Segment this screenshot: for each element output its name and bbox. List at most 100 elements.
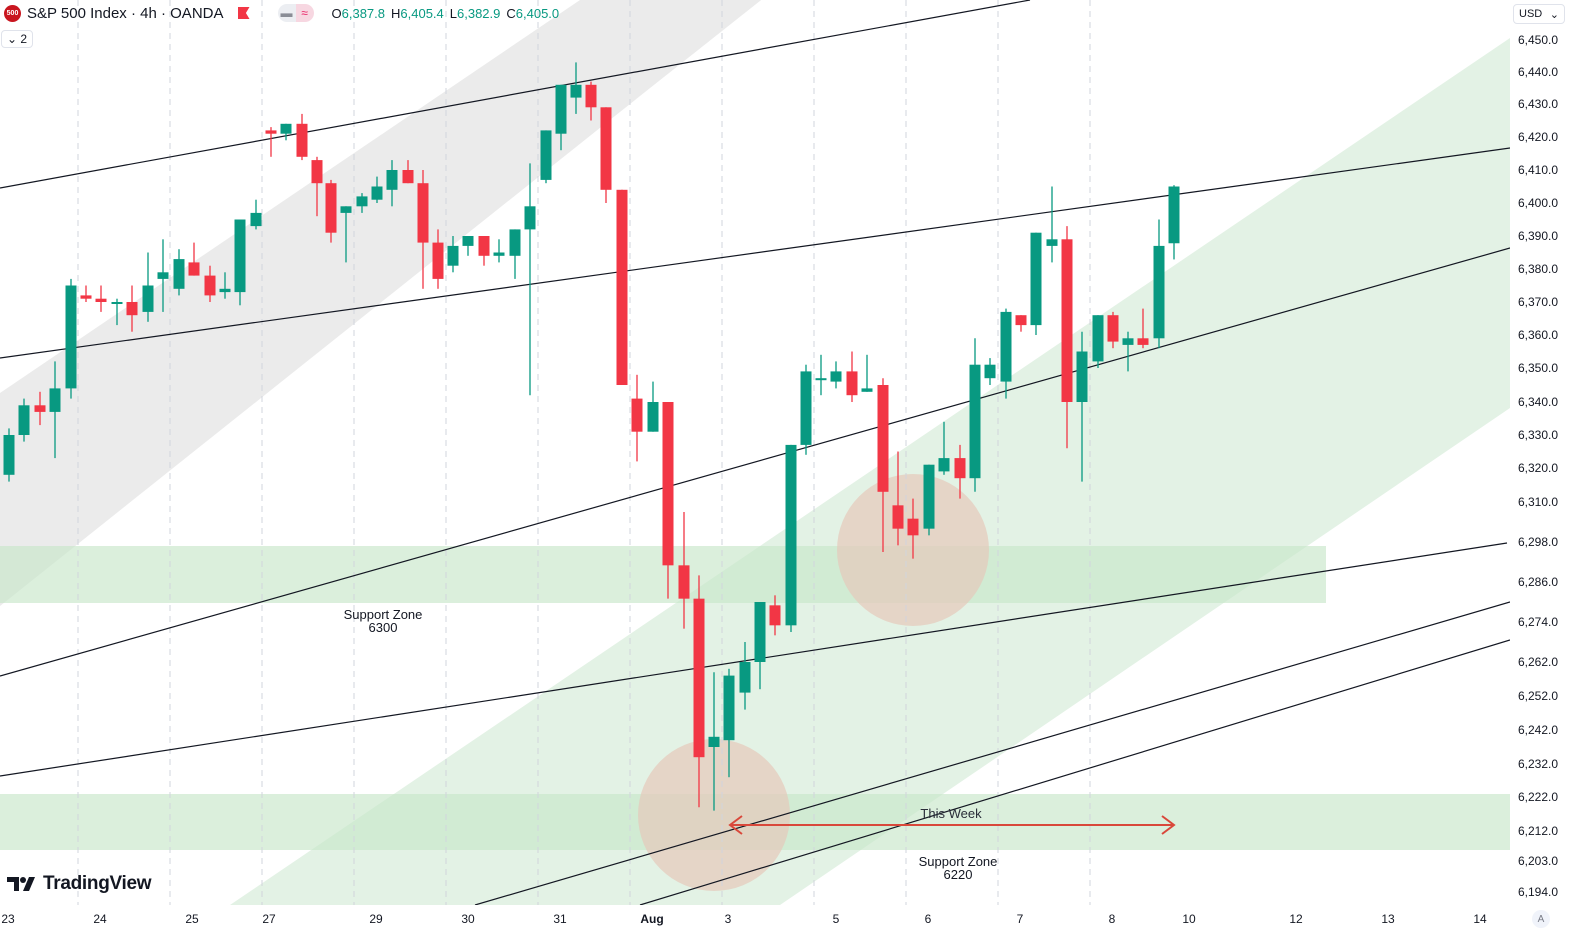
- candle-up: [1000, 311, 1012, 382]
- price-axis-label: 6,340.0: [1518, 395, 1559, 409]
- auto-scale-button[interactable]: A: [1532, 910, 1550, 928]
- candle-down: [1061, 239, 1073, 402]
- symbol-logo-icon: 500: [4, 4, 21, 22]
- candle-up: [969, 364, 981, 479]
- candle-down: [693, 598, 705, 758]
- low-label: L: [449, 5, 457, 21]
- candle-up: [493, 252, 505, 256]
- tradingview-logo-text: TradingView: [43, 873, 152, 894]
- chart-legend: 500 S&P 500 Index · 4h · OANDA ▬ ≈ O6,38…: [4, 4, 559, 22]
- price-axis-label: 6,242.0: [1518, 723, 1559, 737]
- price-axis-label: 6,262.0: [1518, 655, 1559, 669]
- time-axis-label: 5: [832, 912, 840, 926]
- support-zone-6300-label[interactable]: Support Zone 6300: [344, 608, 423, 634]
- high-value: 6,405.4: [400, 5, 444, 21]
- candle-up: [815, 378, 827, 381]
- approx-icon[interactable]: ≈: [295, 4, 314, 22]
- candle-up: [49, 388, 61, 412]
- tradingview-logo[interactable]: TradingView: [7, 873, 152, 895]
- price-axis-label: 6,232.0: [1518, 757, 1559, 771]
- candle-up: [65, 285, 77, 389]
- candle-down: [1107, 315, 1119, 342]
- support-zone-6220-label[interactable]: Support Zone 6220: [919, 855, 998, 881]
- price-axis-label: 6,430.0: [1518, 97, 1559, 111]
- candle-up: [708, 736, 720, 747]
- candle-down: [616, 189, 628, 385]
- candle-up: [524, 206, 536, 230]
- price-axis-label: 6,440.0: [1518, 65, 1559, 79]
- time-axis-label: 3: [724, 912, 732, 926]
- candle-up: [3, 435, 15, 475]
- time-axis-label: 29: [369, 912, 383, 926]
- candle-up: [157, 272, 169, 279]
- candle-down: [80, 295, 92, 299]
- ohlc-values: O6,387.8 H6,405.4 L6,382.9 C6,405.0: [332, 6, 560, 21]
- minus-icon[interactable]: ▬: [277, 4, 296, 22]
- trend-line: [0, 0, 1031, 189]
- candle-up: [1076, 351, 1088, 402]
- price-axis-label: 6,310.0: [1518, 495, 1559, 509]
- highlight-circle-low: [638, 739, 790, 891]
- candle-down: [907, 518, 919, 536]
- time-axis-label: 31: [553, 912, 567, 926]
- candle-up: [984, 364, 996, 379]
- candle-down: [662, 402, 674, 566]
- time-axis-label: 24: [93, 912, 107, 926]
- time-axis-label: 6: [924, 912, 932, 926]
- price-axis-label: 6,420.0: [1518, 130, 1559, 144]
- candle-up: [340, 206, 352, 213]
- candle-up: [509, 229, 521, 256]
- time-axis-label: 8: [1108, 912, 1116, 926]
- candle-up: [723, 675, 735, 741]
- candle-down: [402, 170, 414, 184]
- candle-down: [1137, 338, 1149, 345]
- candle-up: [1168, 186, 1180, 244]
- indicator-toggle[interactable]: ▬ ≈: [277, 4, 314, 22]
- candle-up: [111, 302, 123, 304]
- collapse-indicators-button[interactable]: ⌄ 2: [1, 30, 34, 48]
- candle-down: [311, 160, 323, 184]
- price-axis-label: 6,222.0: [1518, 790, 1559, 804]
- candle-up: [1122, 338, 1134, 345]
- candle-up: [219, 288, 231, 293]
- price-axis-label: 6,298.0: [1518, 535, 1559, 549]
- time-axis-label: 25: [185, 912, 199, 926]
- candle-up: [173, 259, 185, 289]
- support-zone-6300-title: Support Zone: [343, 607, 423, 622]
- currency-label: USD: [1519, 8, 1543, 20]
- candle-down: [417, 183, 429, 243]
- currency-selector[interactable]: USD ⌄: [1513, 4, 1565, 24]
- support-zone-6220-title: Support Zone: [918, 854, 998, 869]
- candle-down: [846, 371, 858, 396]
- candle-down: [188, 262, 200, 276]
- flag-icon[interactable]: [237, 7, 250, 19]
- candle-up: [647, 402, 659, 432]
- candle-up: [356, 196, 368, 207]
- candle-down: [478, 236, 490, 256]
- candle-down: [769, 605, 781, 626]
- candle-up: [1153, 245, 1165, 339]
- trend-line: [0, 147, 1510, 359]
- candle-up: [1092, 315, 1104, 362]
- price-axis-label: 6,286.0: [1518, 575, 1559, 589]
- price-axis-label: 6,410.0: [1518, 163, 1559, 177]
- price-axis-label: 6,274.0: [1518, 615, 1559, 629]
- candle-down: [631, 398, 643, 432]
- this-week-label[interactable]: This Week: [920, 806, 982, 821]
- candle-up: [250, 212, 262, 227]
- close-value: 6,405.0: [515, 5, 560, 21]
- candle-down: [265, 130, 277, 134]
- price-axis-label: 6,450.0: [1518, 33, 1559, 47]
- green-regression-channel: [230, 38, 1510, 905]
- candle-down: [126, 302, 138, 316]
- candle-down: [678, 565, 690, 599]
- trend-line: [0, 542, 1508, 777]
- trend-line: [639, 639, 1510, 905]
- trend-line: [474, 601, 1510, 905]
- support-zone-6300-value: 6300: [368, 620, 398, 635]
- candle-up: [371, 186, 383, 200]
- symbol-title[interactable]: S&P 500 Index · 4h · OANDA: [27, 4, 224, 22]
- open-value: 6,387.8: [341, 5, 385, 21]
- candle-up: [570, 84, 582, 98]
